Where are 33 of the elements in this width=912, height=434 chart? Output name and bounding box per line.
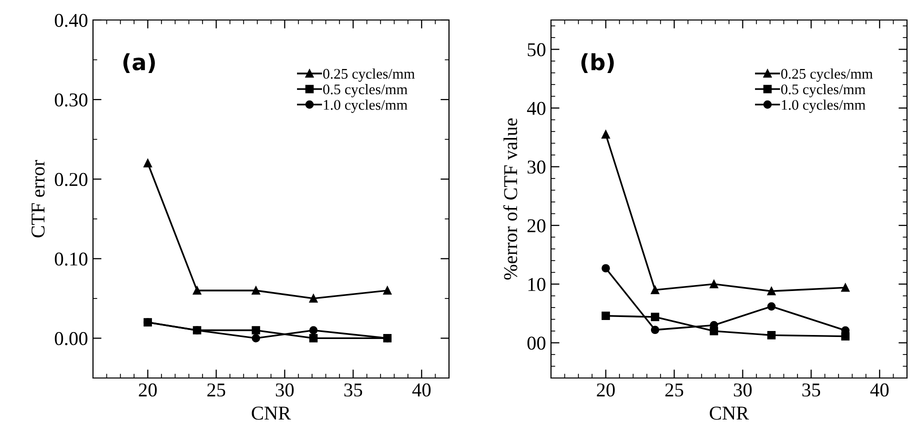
x-tick-label: 35	[802, 383, 820, 397]
legend-label: 0.25 cycles/mm	[323, 68, 415, 82]
x-tick-label: 20	[138, 383, 157, 397]
y-tick-label: 0.00	[54, 332, 88, 346]
x-tick-label: 35	[344, 383, 362, 397]
y-axis-title: CTF error	[32, 160, 45, 238]
x-tick-label: 30	[734, 383, 752, 397]
legend-label: 1.0 cycles/mm	[324, 100, 408, 113]
x-tick-label: 20	[596, 383, 615, 397]
legend-label: 0.5 cycles/mm	[781, 84, 866, 98]
y-tick-label: 20	[528, 219, 546, 232]
legend-label: 1.0 cycles/mm	[782, 100, 866, 113]
legend-label: 0.5 cycles/mm	[323, 84, 408, 98]
annotation: (a)	[123, 53, 155, 74]
y-tick-label: 0.10	[54, 252, 88, 266]
x-tick-label: 40	[412, 383, 431, 397]
x-tick-label: 25	[665, 383, 684, 397]
y-tick-label: 00	[527, 336, 546, 350]
x-axis-title: CNR	[252, 406, 291, 420]
y-tick-label: 10	[528, 278, 546, 292]
y-tick-label: 0.40	[54, 14, 88, 28]
y-tick-label: 50	[528, 43, 546, 56]
y-tick-label: 0.30	[54, 93, 88, 107]
annotation: (b)	[581, 53, 614, 74]
x-tick-label: 30	[276, 383, 294, 397]
y-tick-label: 30	[528, 160, 546, 174]
legend-label: 0.25 cycles/mm	[781, 68, 873, 82]
y-tick-label: 0.20	[54, 172, 88, 186]
x-tick-label: 25	[207, 383, 226, 397]
y-tick-label: 40	[527, 102, 546, 115]
x-axis-title: CNR	[710, 406, 749, 420]
x-tick-label: 40	[870, 383, 889, 397]
y-axis-title: %error of CTF value	[503, 118, 518, 280]
